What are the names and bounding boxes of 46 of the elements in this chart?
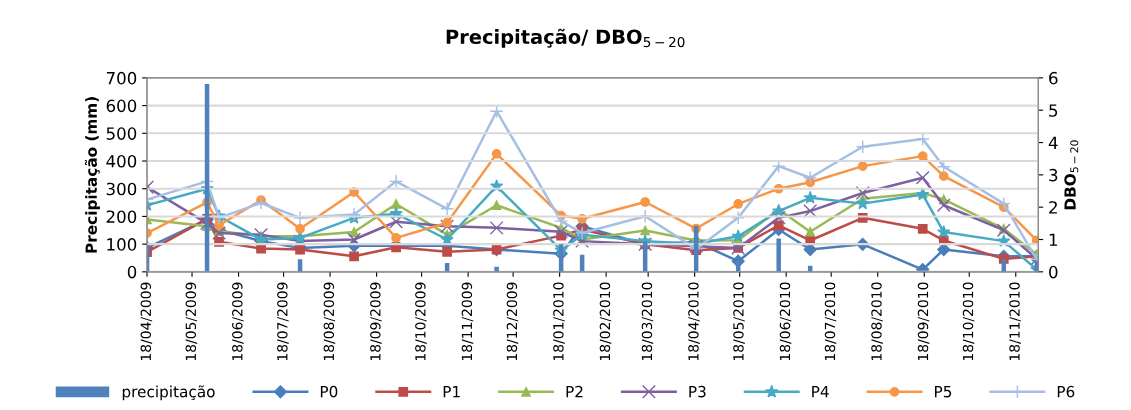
x-tick-label: 18/06/2010	[779, 282, 792, 361]
chart-title: Precipitação/ DBO$_{5−20}$	[446, 28, 685, 48]
y-tick-label: 700	[106, 71, 137, 85]
x-tick-label: 18/01/2010	[553, 282, 565, 361]
y2-axis-title: DBO$_{5−20}$	[1064, 140, 1079, 210]
x-tick-label: 18/06/2009	[232, 282, 244, 361]
y2-tick-label: 1	[1049, 233, 1058, 246]
x-tick-label: 18/08/2010	[871, 282, 883, 361]
y-tick-label: 600	[106, 99, 137, 113]
y-tick-label: 100	[107, 238, 137, 251]
x-tick-label: 18/12/2009	[506, 282, 519, 361]
legend-label: P1	[443, 386, 460, 398]
legend-label: P3	[689, 385, 706, 398]
x-tick-label: 18/02/2010	[599, 282, 612, 361]
y-tick-label: 300	[106, 182, 137, 196]
y-axis-title: Precipitação (mm)	[84, 97, 100, 253]
y-tick-label: 0	[127, 265, 137, 279]
x-tick-label: 18/10/2010	[962, 282, 975, 361]
x-tick-label: 18/04/2009	[140, 282, 153, 361]
x-tick-label: 18/09/2009	[370, 282, 382, 361]
y-tick-label: 200	[106, 210, 137, 223]
x-tick-label: 18/04/2010	[688, 282, 700, 361]
legend-label: P6	[1057, 385, 1075, 398]
legend-label: P0	[320, 385, 338, 398]
x-tick-label: 18/11/2009	[461, 282, 474, 361]
y2-tick-label: 0	[1049, 265, 1058, 279]
legend-label: precipitação	[122, 385, 215, 401]
legend-label: P5	[935, 386, 952, 398]
legend-label: P2	[566, 385, 583, 398]
x-tick-label: 18/07/2009	[277, 282, 289, 361]
y-tick-label: 400	[106, 154, 137, 168]
x-tick-label: 18/05/2009	[185, 282, 198, 361]
legend-label: P4	[812, 386, 829, 398]
x-tick-label: 18/09/2010	[917, 282, 930, 361]
y2-tick-label: 6	[1049, 71, 1058, 85]
x-tick-label: 18/07/2010	[824, 282, 837, 361]
y2-tick-label: 4	[1048, 136, 1058, 149]
x-tick-label: 18/03/2010	[641, 282, 654, 361]
y2-tick-label: 2	[1049, 201, 1057, 214]
x-tick-label: 18/10/2009	[415, 282, 427, 361]
y2-tick-label: 3	[1049, 168, 1058, 182]
x-tick-label: 18/08/2009	[323, 282, 336, 361]
y-tick-label: 500	[106, 127, 137, 140]
x-tick-label: 18/11/2010	[1009, 282, 1021, 361]
y2-tick-label: 5	[1049, 104, 1058, 117]
x-tick-label: 18/05/2010	[733, 282, 745, 361]
